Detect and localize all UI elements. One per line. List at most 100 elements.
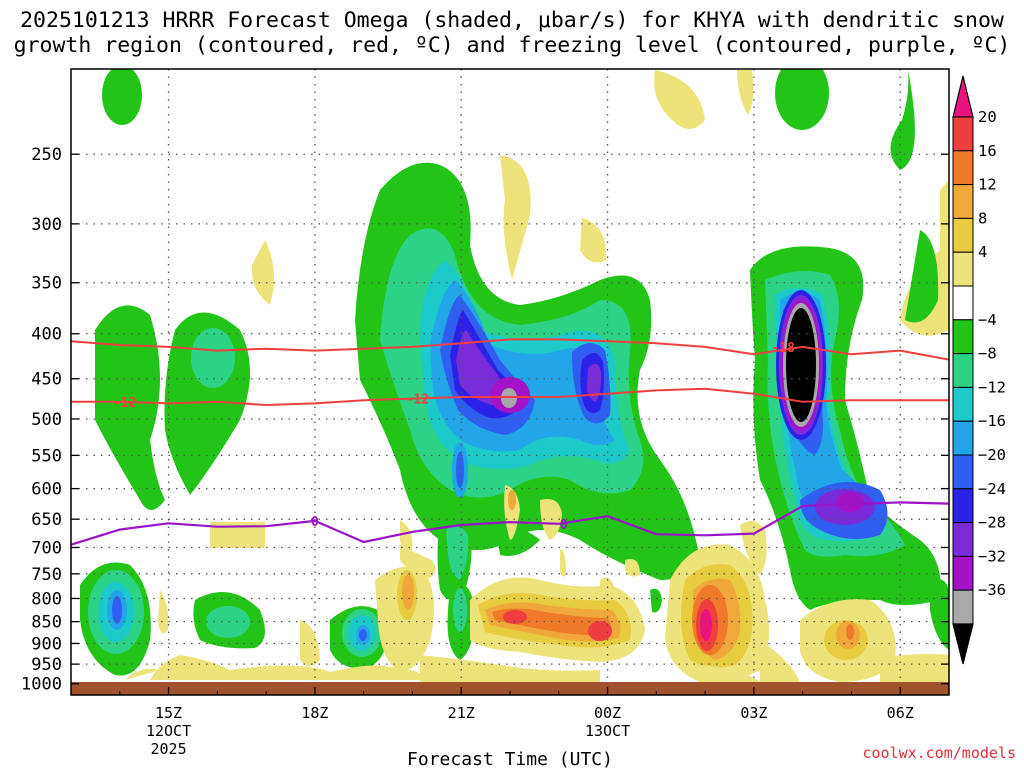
dendritic-contour-1 <box>71 387 949 406</box>
omega-region-79 <box>560 549 566 577</box>
omega-region-61 <box>150 655 425 680</box>
colorbar-swatch-6 <box>952 285 974 321</box>
colorbar-swatch-10 <box>952 420 974 456</box>
colorbar-swatch-5 <box>952 251 974 287</box>
colorbar-swatch-3 <box>952 184 974 219</box>
colorbar-bottom-arrow <box>952 623 974 665</box>
omega-region-69 <box>400 545 436 578</box>
colorbar-label: −16 <box>978 412 1006 430</box>
dendritic-contour-0 <box>71 338 949 361</box>
y-tick-label: 350 <box>31 274 62 294</box>
x-tick-date: 12OCT <box>146 722 191 740</box>
omega-region-96 <box>700 665 760 682</box>
colorbar-swatch-15 <box>952 589 974 625</box>
omega-region-93 <box>846 624 854 640</box>
y-tick-label: 950 <box>31 655 62 675</box>
omega-region-88 <box>625 559 640 577</box>
x-tick-label: 00Z <box>594 704 621 722</box>
omega-region-86 <box>700 609 712 641</box>
title-line-2: growth region (contoured, red, ºC) and f… <box>13 33 1011 58</box>
colorbar-swatch-9 <box>952 386 974 422</box>
omega-region-58 <box>453 588 467 632</box>
y-tick-label: 750 <box>31 565 62 585</box>
colorbar-swatch-2 <box>952 150 974 186</box>
colorbar-label: 8 <box>978 209 987 227</box>
omega-region-24 <box>587 363 602 402</box>
omega-region-5 <box>500 155 531 280</box>
colorbar: 20 16 12 8 4 −4 −8 −12 −16 −20 −24 −28 −32 −36 <box>952 75 1006 665</box>
omega-region-3 <box>654 70 705 129</box>
x-tick-label: 03Z <box>740 704 767 722</box>
dendritic-label-12a: -12 <box>113 396 136 411</box>
omega-region-23 <box>456 330 501 405</box>
omega-region-28 <box>446 526 469 580</box>
y-tick-label: 900 <box>31 634 62 654</box>
omega-region-89 <box>600 577 615 593</box>
colorbar-top-arrow <box>952 75 974 118</box>
colorbar-swatch-8 <box>952 353 974 388</box>
omega-region-80 <box>420 655 600 682</box>
omega-region-56 <box>359 629 367 641</box>
omega-region-14 <box>210 522 265 548</box>
y-tick-label: 550 <box>31 446 62 466</box>
colorbar-label: −20 <box>978 446 1006 464</box>
colorbar-swatch-13 <box>952 522 974 557</box>
x-tick-date: 13OCT <box>585 722 630 740</box>
x-tick-label: 06Z <box>887 704 914 722</box>
omega-region-74 <box>503 610 527 624</box>
omega-region-59 <box>650 588 662 613</box>
omega-region-2 <box>890 70 915 170</box>
colorbar-label: −36 <box>978 581 1006 599</box>
ground-band <box>71 682 949 695</box>
colorbar-label: 16 <box>978 142 997 160</box>
y-tick-label: 250 <box>31 145 62 165</box>
dendritic-label-12b: -12 <box>406 393 429 408</box>
colorbar-swatch-7 <box>952 319 974 355</box>
omega-region-62 <box>125 668 160 680</box>
credit-text: coolwx.com/models <box>862 744 1016 762</box>
omega-region-49 <box>112 596 122 624</box>
y-tick-label: 400 <box>31 325 62 345</box>
omega-region-68 <box>402 574 414 610</box>
y-axis: 2503003504004505005506006507007508008509… <box>21 145 949 695</box>
y-tick-label: 700 <box>31 538 62 558</box>
omega-region-41 <box>786 308 816 422</box>
y-tick-label: 300 <box>31 215 62 235</box>
colorbar-label: 4 <box>978 243 987 261</box>
freezing-level-line <box>71 501 949 546</box>
title-line-1: 2025101213 HRRR Forecast Omega (shaded, … <box>20 8 1004 33</box>
omega-region-13 <box>191 328 235 388</box>
omega-region-75 <box>588 621 612 641</box>
omega-region-77 <box>508 490 516 510</box>
colorbar-label: −8 <box>978 345 997 363</box>
y-tick-label: 500 <box>31 410 62 430</box>
y-tick-label: 650 <box>31 510 62 530</box>
y-tick-label: 1000 <box>21 675 62 695</box>
omega-shading <box>80 69 949 682</box>
colorbar-label: −4 <box>978 311 997 329</box>
colorbar-swatch-11 <box>952 454 974 490</box>
x-tick-year: 2025 <box>150 740 186 758</box>
omega-region-7 <box>580 218 607 263</box>
omega-region-60 <box>930 578 949 650</box>
x-tick-label: 15Z <box>155 704 182 722</box>
freezing-level-label-b: 0 <box>560 518 568 533</box>
omega-region-66 <box>400 520 413 552</box>
chart-title: 2025101213 HRRR Forecast Omega (shaded, … <box>0 8 1024 58</box>
dendritic-label-18: -18 <box>771 341 795 356</box>
omega-region-65 <box>375 566 434 672</box>
omega-region-11 <box>95 305 165 510</box>
colorbar-label: −28 <box>978 514 1006 532</box>
colorbar-label: −12 <box>978 378 1006 396</box>
omega-region-44 <box>836 492 864 512</box>
omega-region-63 <box>158 590 169 634</box>
colorbar-label: 12 <box>978 176 997 194</box>
omega-region-30 <box>456 452 464 488</box>
x-tick-label: 18Z <box>301 704 328 722</box>
omega-region-6 <box>251 240 274 305</box>
colorbar-label: −32 <box>978 547 1006 565</box>
colorbar-label: −24 <box>978 480 1006 498</box>
freezing-level-label-a: 0 <box>311 515 319 530</box>
colorbar-label: 20 <box>978 108 997 126</box>
